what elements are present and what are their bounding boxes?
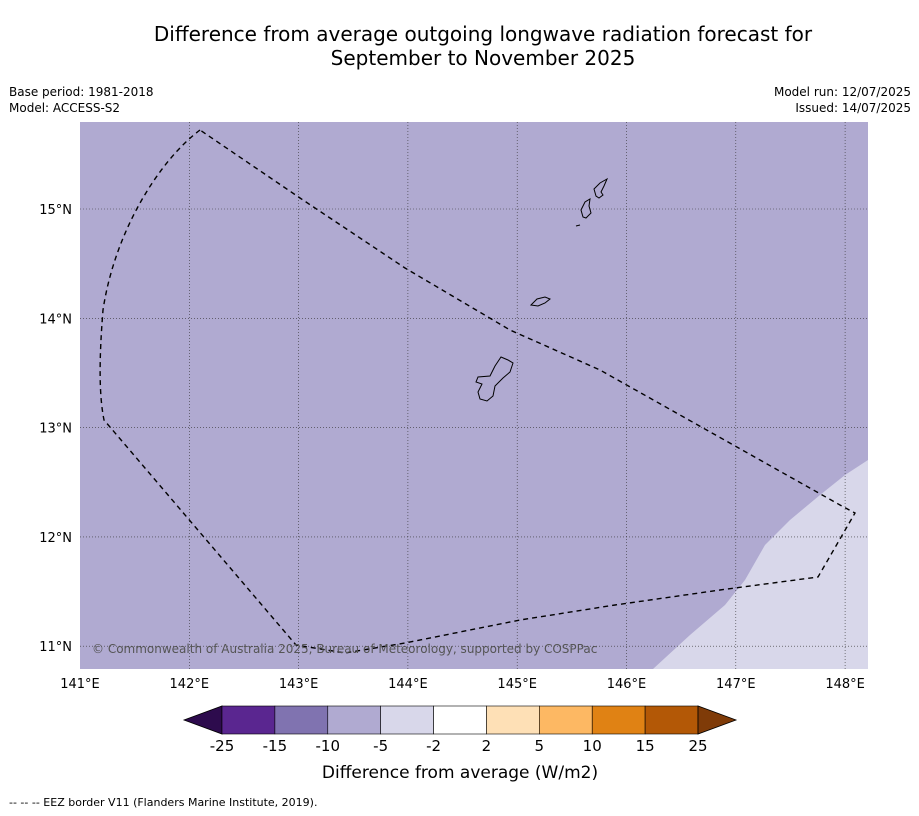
title-line-1: Difference from average outgoing longwav… <box>153 22 813 46</box>
x-tick-label: 145°E <box>497 677 537 692</box>
y-tick-label: 15°N <box>39 203 72 218</box>
y-tick-label: 14°N <box>39 312 72 327</box>
colorbar: -25 -15 -10 -5 -2 2 5 10 15 25 <box>182 705 738 755</box>
y-tick-label: 12°N <box>39 531 72 546</box>
colorbar-segment <box>380 705 434 735</box>
colorbar-tick-label: -15 <box>263 737 288 755</box>
colorbar-segment <box>591 705 646 735</box>
colorbar-segment <box>486 705 540 735</box>
colorbar-extend-low <box>182 705 223 735</box>
colorbar-tick-label: 25 <box>688 737 707 755</box>
colorbar-extend-high <box>697 705 738 735</box>
colorbar-segment <box>327 705 381 735</box>
tinian-island <box>580 198 592 219</box>
guam-island <box>475 356 514 402</box>
model-run-text: Model run: 12/07/2025 <box>773 85 911 99</box>
x-tick-label: 146°E <box>607 677 647 692</box>
colorbar-segment <box>644 705 699 735</box>
lat-lon-gridlines <box>80 122 868 669</box>
chart-title: Difference from average outgoing longwav… <box>0 22 919 70</box>
x-tick-label: 141°E <box>60 677 100 692</box>
copyright-text: © Commonwealth of Australia 2025, Bureau… <box>92 642 597 656</box>
anomaly-region-minus10-to-minus5 <box>80 122 868 669</box>
colorbar-title: Difference from average (W/m2) <box>322 763 598 783</box>
colorbar-tick-label: -25 <box>210 737 235 755</box>
saipan-island <box>593 177 609 199</box>
colorbar-segment <box>274 705 329 735</box>
colorbar-tick-label: -5 <box>373 737 388 755</box>
colorbar-segment <box>433 705 487 735</box>
colorbar-tick-label: 10 <box>583 737 602 755</box>
x-axis-ticks: 141°E 142°E 143°E 144°E 145°E 146°E 147°E 148°E <box>60 677 865 692</box>
map-figure: © Commonwealth of Australia 2025, Bureau… <box>39 122 868 783</box>
x-tick-label: 148°E <box>825 677 865 692</box>
meta-left: Base period: 1981-2018 Model: ACCESS-S2 <box>9 84 154 116</box>
meta-right: Model run: 12/07/2025 Issued: 14/07/2025 <box>774 84 911 116</box>
colorbar-segment <box>539 705 593 735</box>
colorbar-tick-label: -2 <box>426 737 441 755</box>
x-tick-label: 143°E <box>279 677 319 692</box>
map-plot-area: © Commonwealth of Australia 2025, Bureau… <box>80 122 868 669</box>
x-tick-label: 142°E <box>170 677 210 692</box>
x-tick-label: 144°E <box>388 677 428 692</box>
eez-border <box>99 129 856 654</box>
colorbar-tick-label: -10 <box>316 737 341 755</box>
base-period-text: Base period: 1981-2018 <box>9 85 154 99</box>
colorbar-tick-label: 15 <box>636 737 655 755</box>
colorbar-segment <box>221 705 276 735</box>
y-axis-ticks: 15°N 14°N 13°N 12°N 11°N <box>39 203 72 655</box>
anomaly-region-minus5-to-minus2 <box>653 460 868 669</box>
footnote: -- -- -- EEZ border V11 (Flanders Marine… <box>9 796 318 809</box>
aguijan-island <box>575 224 581 227</box>
model-text: Model: ACCESS-S2 <box>9 101 121 115</box>
title-line-2: September to November 2025 <box>330 46 636 70</box>
rota-island <box>529 296 551 307</box>
x-tick-label: 147°E <box>716 677 756 692</box>
y-tick-label: 13°N <box>39 422 72 437</box>
colorbar-tick-label: 2 <box>482 737 492 755</box>
issued-text: Issued: 14/07/2025 <box>795 101 911 115</box>
y-tick-label: 11°N <box>39 640 72 655</box>
colorbar-tick-label: 5 <box>535 737 545 755</box>
